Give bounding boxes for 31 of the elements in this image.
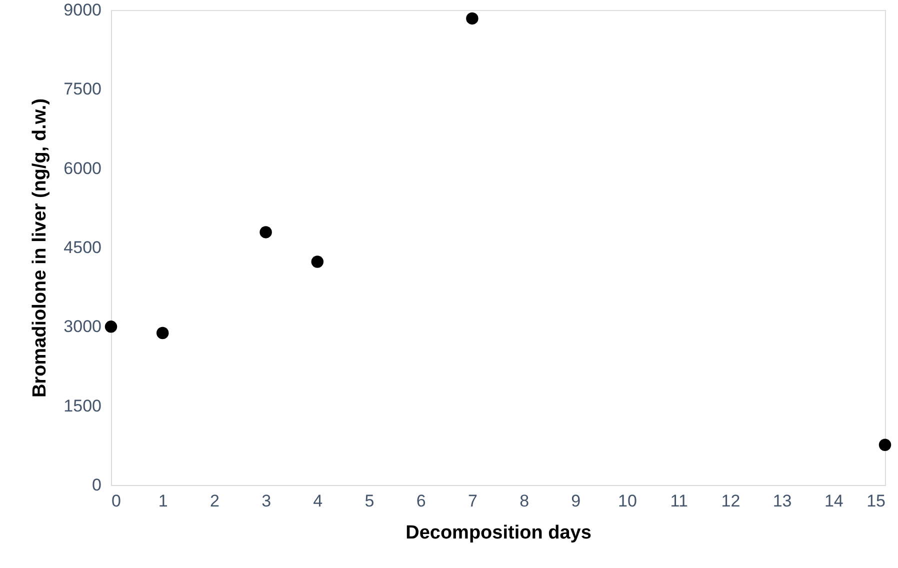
y-tick-label: 9000 (64, 0, 102, 20)
point (311, 256, 324, 268)
x-tick-label: 11 (670, 492, 688, 510)
point (104, 320, 118, 333)
y-tick-label: 7500 (64, 80, 102, 99)
y-tick-label: 1500 (64, 396, 102, 416)
y-tick-label: 4500 (64, 238, 102, 257)
x-tick-label: 7 (468, 492, 478, 510)
x-tick-label: 8 (520, 492, 530, 510)
point (466, 12, 478, 25)
x-tick-label: 3 (262, 492, 272, 510)
point (260, 226, 272, 238)
x-tick-label: 14 (824, 492, 844, 510)
y-tick-label: 3000 (64, 317, 102, 336)
x-tick-label: 5 (364, 492, 374, 510)
x-tick-label: 13 (772, 492, 792, 510)
y-tick-label: 0 (92, 476, 102, 494)
point (156, 326, 169, 340)
x-tick-label: 4 (313, 492, 323, 510)
x-tick-label: 2 (210, 492, 220, 510)
y-axis-title: Bromadiolone in liver (ng/g, d.w.) (30, 98, 51, 398)
x-tick-label: 9 (571, 492, 581, 510)
x-tick-label: 1 (158, 492, 168, 510)
x-tick-label: 12 (721, 492, 740, 510)
y-tick-label: 6000 (64, 158, 102, 178)
x-tick-label: 0 (112, 492, 121, 510)
x-tick-label: 15 (866, 492, 886, 510)
point (878, 438, 892, 451)
x-tick-label: 10 (618, 492, 637, 510)
x-tick-label: 6 (416, 492, 426, 510)
x-axis-title: Decomposition days (406, 522, 592, 544)
